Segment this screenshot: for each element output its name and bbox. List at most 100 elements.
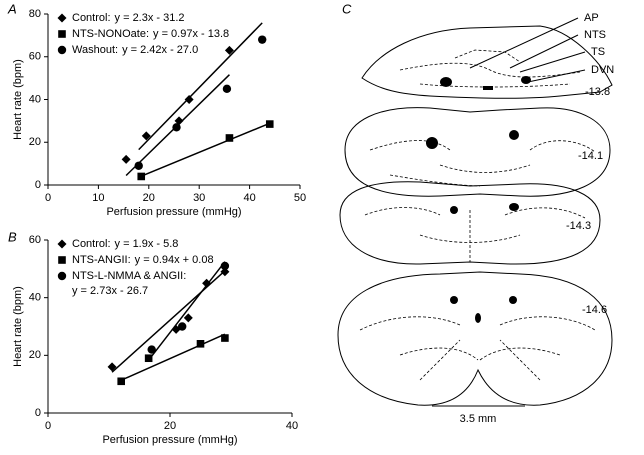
point — [107, 362, 117, 372]
legend-name: Control: — [72, 238, 111, 250]
legend-marker — [57, 271, 67, 281]
structure-label: DVN — [591, 64, 614, 76]
level-label: -14.6 — [582, 304, 607, 316]
x-tick-label: 30 — [193, 192, 205, 204]
x-tick-label: 10 — [92, 192, 104, 204]
pointer — [509, 34, 579, 69]
pointer — [519, 51, 586, 73]
y-tick-label: 60 — [29, 234, 41, 246]
point — [134, 161, 143, 170]
brainstem-diagram: C AP NTS TS DVN -13.8 -14.1 -14.3 — [337, 1, 614, 425]
point — [224, 45, 234, 55]
lesion — [450, 296, 458, 304]
section-detail — [359, 316, 596, 381]
fit-line — [151, 261, 226, 357]
legend-equation: y = 1.9x - 5.8 — [115, 238, 179, 250]
legend-name: NTS-NONOate: — [72, 28, 149, 40]
x-tick-label: 20 — [143, 192, 155, 204]
lesion — [475, 313, 481, 323]
point — [222, 84, 232, 94]
lesion — [509, 130, 519, 140]
section-outline — [337, 271, 613, 406]
y-tick-label: 20 — [29, 136, 41, 148]
x-axis-label: Perfusion pressure (mmHg) — [102, 434, 237, 446]
x-tick-label: 0 — [45, 192, 51, 204]
point — [202, 278, 212, 288]
section-detail — [399, 49, 581, 88]
y-tick-label: 60 — [29, 51, 41, 63]
lesion — [483, 86, 493, 90]
legend-equation: y = 2.42x - 27.0 — [122, 44, 198, 56]
lesion — [509, 203, 519, 211]
point — [220, 261, 230, 271]
level-label: -14.3 — [566, 220, 591, 232]
point — [221, 334, 229, 342]
fit-line — [140, 122, 271, 177]
legend-equation: y = 0.94x + 0.08 — [135, 254, 214, 266]
legend-name: Control: — [72, 12, 111, 24]
legend-equation: y = 0.97x - 13.8 — [153, 28, 229, 40]
lesion — [450, 206, 458, 214]
point — [141, 131, 151, 141]
point — [184, 95, 194, 104]
point — [147, 345, 156, 354]
panel-label: A — [7, 1, 17, 16]
lesion — [426, 137, 438, 149]
structure-label: TS — [591, 46, 605, 58]
pointer — [469, 17, 579, 69]
legend-equation: y = 2.3x - 31.2 — [115, 12, 185, 24]
legend-name: Washout: — [72, 44, 118, 56]
pointer — [527, 69, 586, 83]
y-axis-label: Heart rate (bpm) — [12, 59, 24, 140]
point — [117, 377, 125, 386]
panel-label: C — [342, 1, 352, 16]
y-tick-label: 80 — [29, 8, 41, 20]
level-label: -13.8 — [585, 86, 610, 98]
section-detail — [364, 207, 586, 262]
point — [183, 313, 193, 323]
y-tick-label: 40 — [29, 93, 41, 105]
legend-equation: y = 2.73x - 26.7 — [72, 285, 148, 297]
point — [137, 172, 146, 181]
legend-name: NTS-L-NMMA & ANGII: — [72, 270, 186, 282]
point — [121, 154, 131, 164]
lesion — [509, 296, 517, 304]
point — [172, 123, 181, 132]
legend-marker — [57, 239, 67, 249]
point — [265, 120, 274, 128]
lesion — [521, 76, 531, 84]
point — [144, 354, 153, 363]
y-tick-label: 0 — [35, 179, 41, 191]
legend-marker — [57, 45, 67, 55]
x-tick-label: 0 — [45, 420, 51, 432]
y-axis-label: Heart rate (bpm) — [12, 286, 24, 367]
section-outline — [339, 181, 601, 265]
point — [225, 134, 234, 142]
structure-label: AP — [584, 12, 599, 24]
x-tick-label: 20 — [164, 420, 176, 432]
point — [196, 340, 205, 348]
fit-line — [120, 333, 226, 381]
section-detail — [369, 140, 596, 187]
legend-marker — [57, 13, 67, 23]
structure-label: NTS — [584, 29, 606, 41]
x-axis-label: Perfusion pressure (mmHg) — [106, 206, 241, 218]
x-tick-label: 50 — [294, 192, 306, 204]
y-tick-label: 40 — [29, 292, 41, 304]
level-label: -14.1 — [578, 150, 603, 162]
point — [178, 322, 187, 331]
scale-label: 3.5 mm — [460, 413, 497, 425]
x-tick-label: 40 — [243, 192, 255, 204]
fit-line — [111, 270, 226, 373]
y-tick-label: 0 — [35, 407, 41, 419]
panel-label: B — [8, 229, 17, 244]
section-outline — [344, 107, 611, 197]
legend-marker — [58, 256, 66, 264]
y-tick-label: 20 — [29, 349, 41, 361]
point — [258, 35, 267, 44]
lesion — [440, 77, 452, 87]
legend-name: NTS-ANGII: — [72, 254, 131, 266]
section-outline — [361, 25, 613, 99]
fit-line — [138, 22, 263, 151]
